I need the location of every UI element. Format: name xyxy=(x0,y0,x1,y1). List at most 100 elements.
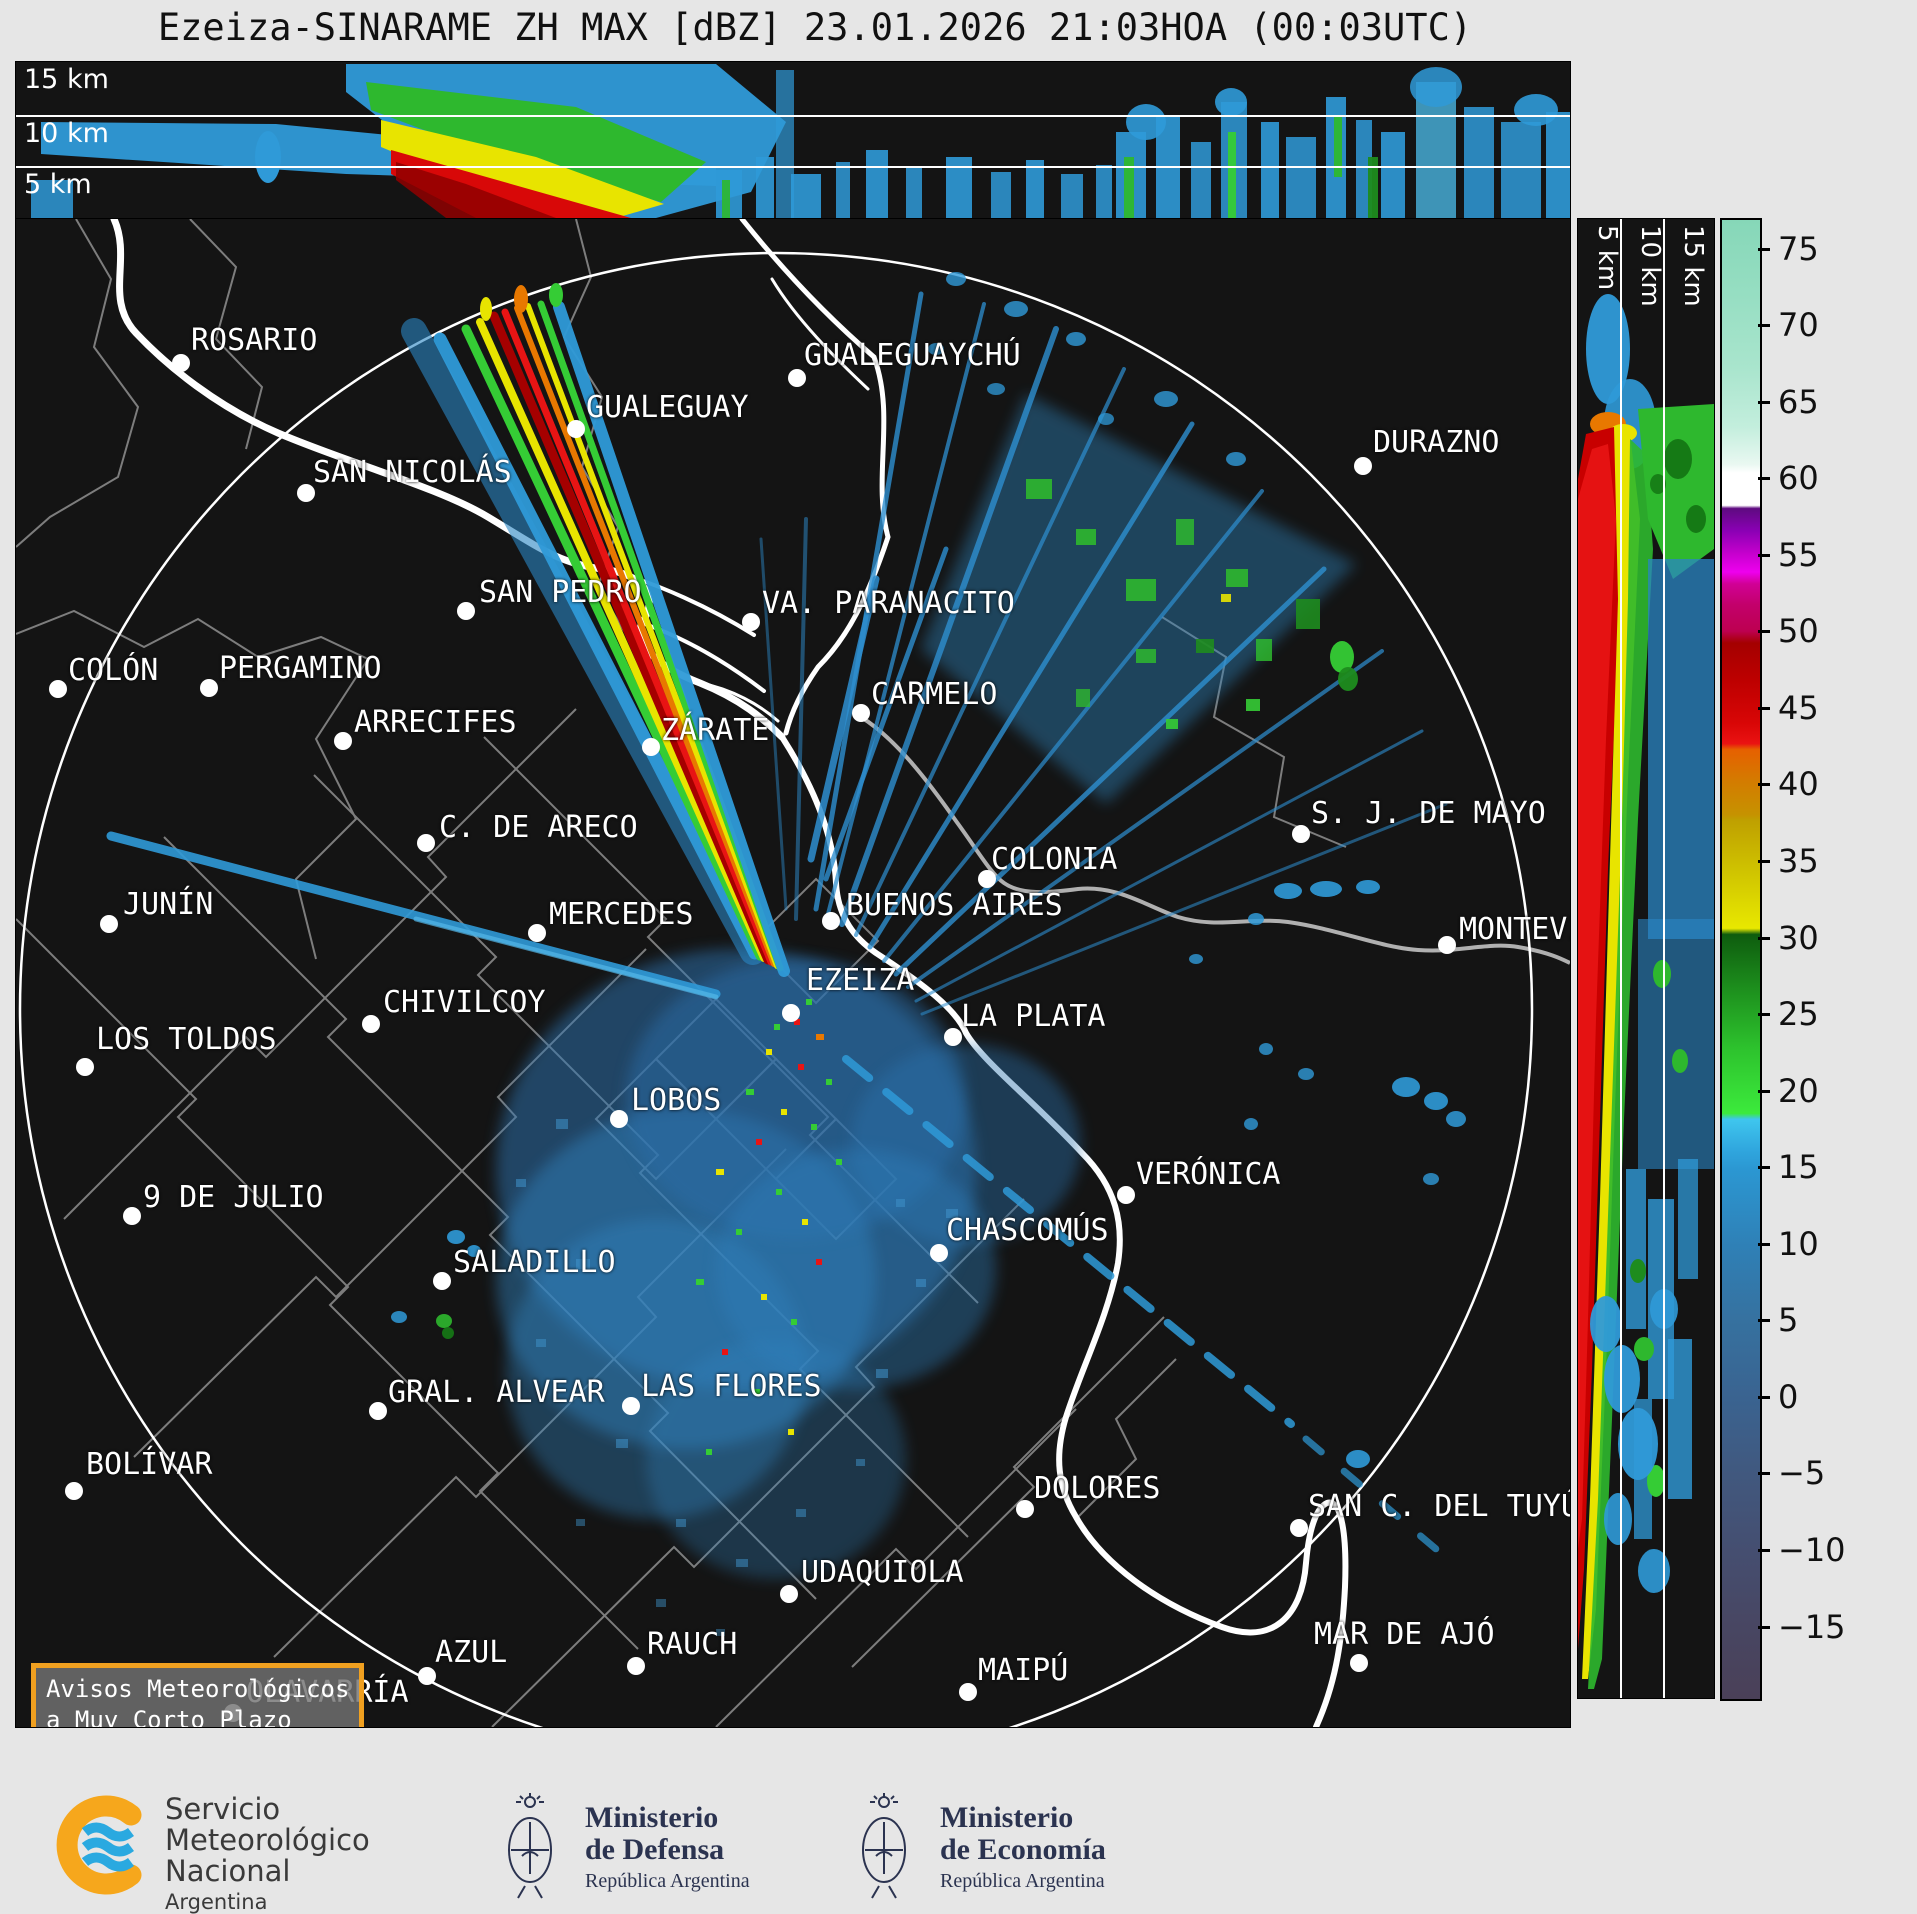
city-dot xyxy=(528,924,546,942)
city-dot xyxy=(123,1207,141,1225)
advisory-line1: Avisos Meteorológicos xyxy=(46,1675,350,1703)
city-dot xyxy=(1350,1654,1368,1672)
smn-line2: Meteorológico xyxy=(165,1823,370,1857)
colorbar-tick-label: 40 xyxy=(1778,765,1819,804)
city-label: SAN NICOLÁS xyxy=(313,455,512,490)
city-label: S. J. DE MAYO xyxy=(1311,796,1546,831)
city-label: CHASCOMÚS xyxy=(946,1213,1109,1248)
city-dot xyxy=(642,738,660,756)
city-label: UDAQUIOLA xyxy=(801,1555,964,1590)
smn-logo-icon xyxy=(56,1795,142,1895)
city-label: RAUCH xyxy=(647,1627,738,1662)
city-dot xyxy=(369,1402,387,1420)
city-label: CHIVILCOY xyxy=(383,985,546,1020)
smn-line1: Servicio xyxy=(165,1792,281,1826)
colorbar-tick-label: −15 xyxy=(1778,1607,1846,1646)
city-label: SALADILLO xyxy=(453,1245,616,1280)
city-label: COLONIA xyxy=(991,842,1118,877)
city-label: VA. PARANACITO xyxy=(762,586,1015,621)
city-dot xyxy=(457,602,475,620)
smn-line3: Nacional xyxy=(165,1854,291,1888)
city-dot xyxy=(65,1482,83,1500)
colorbar-tick-label: 15 xyxy=(1778,1148,1819,1187)
city-dot xyxy=(822,912,840,930)
city-label: GRAL. ALVEAR xyxy=(388,1375,605,1410)
right-axis-label-5km: 5 km xyxy=(1592,225,1622,291)
city-dot xyxy=(852,704,870,722)
top-panel-echoes xyxy=(31,64,1570,218)
colorbar-tick-label: 65 xyxy=(1778,382,1819,421)
city-label: BUENOS AIRES xyxy=(846,888,1063,923)
economia-line1: Ministerio xyxy=(940,1801,1074,1834)
radar-map[interactable]: ROSARIO GUALEGUAYCHÚ GUALEGUAY SAN NICOLÁS D… xyxy=(15,218,1571,1728)
colorbar-tick-label: 5 xyxy=(1778,1301,1799,1340)
city-dot xyxy=(944,1028,962,1046)
economia-sub: República Argentina xyxy=(940,1870,1105,1892)
dbz-colorbar xyxy=(1720,218,1762,1701)
colorbar-tick-label: 55 xyxy=(1778,535,1819,574)
colorbar-tick-label: 35 xyxy=(1778,842,1819,881)
city-dot xyxy=(297,484,315,502)
city-dot xyxy=(200,679,218,697)
altitude-label-10km: 10 km xyxy=(24,118,109,149)
defensa-text: Ministerio de Defensa República Argentin… xyxy=(585,1802,750,1893)
altitude-label-5km: 5 km xyxy=(24,169,92,200)
city-label: MERCEDES xyxy=(549,897,694,932)
city-label: 9 DE JULIO xyxy=(143,1180,324,1215)
city-label: MAIPÚ xyxy=(978,1653,1069,1688)
altitude-line-10km xyxy=(16,115,1570,117)
altitude-line-5km-vert xyxy=(1620,219,1622,1698)
city-dot xyxy=(76,1058,94,1076)
smn-sub: Argentina xyxy=(165,1890,268,1914)
page-title: Ezeiza-SINARAME ZH MAX [dBZ] 23.01.2026 … xyxy=(157,6,1473,49)
colorbar-tick-label: 75 xyxy=(1778,229,1819,268)
city-dot xyxy=(433,1272,451,1290)
colorbar-tick-label: 0 xyxy=(1778,1377,1799,1416)
defensa-line2: de Defensa xyxy=(585,1833,725,1866)
city-dot xyxy=(610,1110,628,1128)
city-label: MAR DE AJÓ xyxy=(1314,1617,1495,1652)
colorbar-tick-label: 60 xyxy=(1778,459,1819,498)
city-dot xyxy=(930,1244,948,1262)
city-dot xyxy=(49,680,67,698)
city-label: BOLÍVAR xyxy=(86,1447,213,1482)
city-dot xyxy=(627,1657,645,1675)
city-dot xyxy=(362,1015,380,1033)
altitude-cross-section-top: 15 km 10 km 5 km xyxy=(15,61,1571,219)
city-dot xyxy=(1016,1500,1034,1518)
city-label: SAN PEDRO xyxy=(479,575,642,610)
city-label: LOS TOLDOS xyxy=(96,1022,277,1057)
city-dot xyxy=(417,834,435,852)
city-label: PERGAMINO xyxy=(219,651,382,686)
right-axis-label-15km: 15 km xyxy=(1678,225,1708,307)
city-dot xyxy=(334,732,352,750)
colorbar-tick-label: 10 xyxy=(1778,1224,1819,1263)
city-label: COLÓN xyxy=(68,653,159,688)
city-dot xyxy=(1354,457,1372,475)
smn-text: Servicio Meteorológico Nacional Argentin… xyxy=(165,1794,370,1914)
city-label: ROSARIO xyxy=(191,323,318,358)
city-dot xyxy=(567,420,585,438)
altitude-line-10km-vert xyxy=(1663,219,1665,1698)
city-dot xyxy=(782,1004,800,1022)
colorbar-tick-label: 70 xyxy=(1778,306,1819,345)
right-axis-label-10km: 10 km xyxy=(1635,225,1665,307)
city-label: LOBOS xyxy=(631,1083,722,1118)
defensa-sub: República Argentina xyxy=(585,1870,750,1892)
city-label: AZUL xyxy=(435,1635,508,1670)
colorbar-tick-label: 25 xyxy=(1778,995,1819,1034)
city-dot xyxy=(1117,1186,1135,1204)
city-label: GUALEGUAY xyxy=(586,390,749,425)
defensa-line1: Ministerio xyxy=(585,1801,719,1834)
advisory-box[interactable]: Avisos Meteorológicos a Muy Corto Plazo xyxy=(31,1663,365,1727)
city-label: ZÁRATE xyxy=(661,713,770,748)
city-dot xyxy=(742,613,760,631)
city-label: LA PLATA xyxy=(961,999,1106,1034)
city-label: DURAZNO xyxy=(1373,425,1500,460)
right-panel-echoes xyxy=(1578,294,1714,1689)
city-dot xyxy=(1438,936,1456,954)
city-dot xyxy=(172,354,190,372)
city-label: JUNÍN xyxy=(123,887,214,922)
city-label: MONTEVIDEO xyxy=(1459,912,1570,947)
colorbar-tick-label: 50 xyxy=(1778,612,1819,651)
